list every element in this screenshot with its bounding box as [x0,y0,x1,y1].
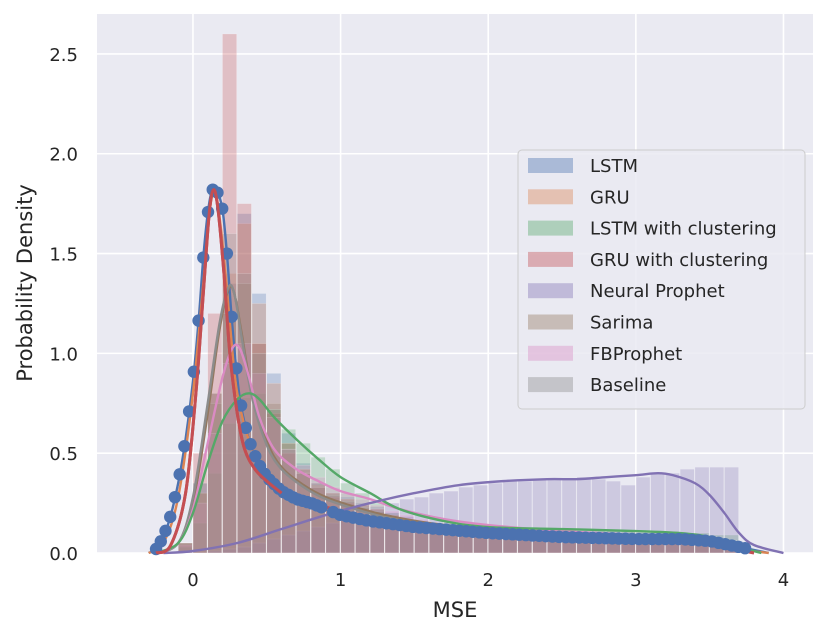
lstm-marker [173,468,186,481]
lstm-marker [738,542,752,555]
x-axis-label: MSE [433,598,478,622]
lstm-marker [239,421,253,435]
hist-bar [207,432,223,554]
lstm-marker [315,501,328,514]
x-tick-labels: 0 1 2 3 4 [187,570,789,591]
legend-label: LSTM with clustering [590,219,777,240]
y-tick-label: 0.0 [49,544,78,565]
legend: LSTM GRU LSTM with clustering GRU with clus… [517,149,806,410]
x-tick-label: 3 [630,570,641,591]
hist-bar [251,303,267,554]
hist-bar [192,502,208,554]
x-tick-label: 1 [335,570,346,591]
hist-bar [281,534,296,554]
kde-markers [149,183,752,556]
y-tick-label: 1.5 [49,245,78,266]
hist-bar [207,393,223,554]
lstm-marker [164,510,177,524]
hist-bar [310,526,326,554]
lstm-marker [244,438,257,451]
lstm-marker [159,524,172,538]
legend-label: Sarima [590,313,653,334]
lstm-marker [154,535,167,548]
hist-bar [679,468,695,554]
kde-line [155,392,762,555]
lstm-marker [178,440,191,453]
hist-bar [236,546,252,554]
hist-bar [296,530,311,554]
hist-bar [207,472,223,554]
legend-swatch [528,251,573,267]
x-tick-label: 2 [482,570,493,591]
legend-swatch [528,345,573,361]
x-tick-label: 4 [778,570,789,591]
legend-label: Neural Prophet [590,281,725,302]
histogram-bars [177,33,739,554]
x-tick-label: 0 [187,570,198,591]
y-tick-labels: 0.0 0.5 1.0 1.5 2.0 2.5 [49,45,78,565]
hist-bar [724,466,739,554]
lstm-marker [168,490,182,504]
lstm-marker [230,362,243,375]
hist-bar [709,466,725,554]
legend-swatch [528,189,573,205]
hist-bar [207,550,223,554]
legend-label: Baseline [590,375,666,396]
y-tick-label: 2.0 [49,145,78,166]
y-axis-label: Probability Density [13,184,37,382]
lstm-marker [249,450,262,463]
legend-label: FBProphet [590,344,682,365]
kde-line [163,471,784,555]
legend-swatch [528,158,573,173]
hist-bar [207,403,223,554]
lstm-marker [182,405,196,418]
hist-bar [251,542,267,554]
legend-swatch [528,377,573,393]
y-tick-label: 2.5 [49,45,78,66]
legend-label: GRU with clustering [590,250,768,271]
legend-box [517,149,806,410]
y-tick-label: 0.5 [49,444,78,465]
y-tick-label: 1.0 [49,344,78,365]
hist-bar [694,466,710,554]
hist-bar [192,522,208,554]
legend-label: LSTM [590,156,638,177]
kde-line-top [155,188,283,555]
hist-series [177,213,739,554]
legend-label: GRU [590,187,630,208]
legend-swatch [528,283,573,299]
hist-bar [222,548,237,554]
legend-items: LSTM GRU LSTM with clustering GRU with clus… [528,156,777,396]
hist-bar [266,373,282,554]
hist-bar [325,522,341,554]
hist-bar [266,538,282,554]
legend-swatch [528,220,573,236]
hist-bar [222,422,237,554]
legend-swatch [528,314,573,330]
